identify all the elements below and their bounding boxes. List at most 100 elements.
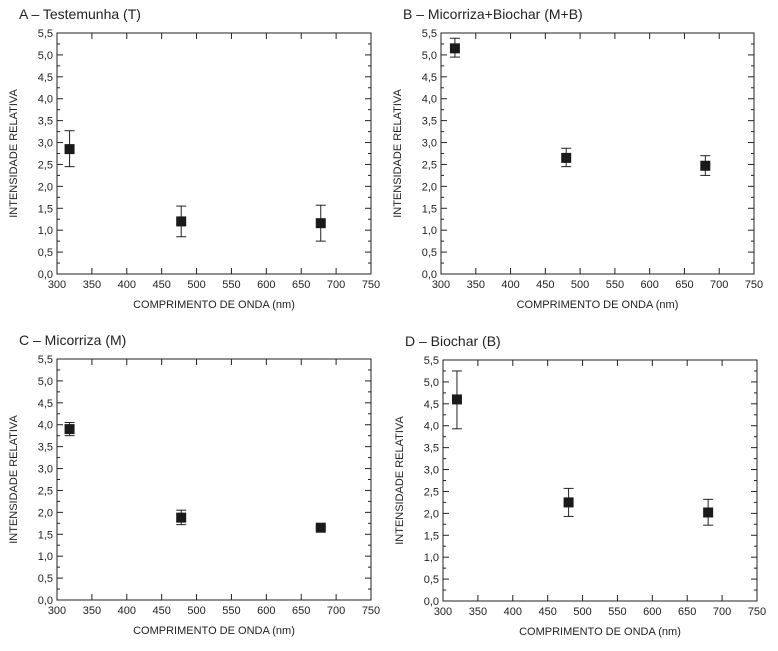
x-axis-label: COMPRIMENTO DE ONDA (nm) xyxy=(519,626,681,638)
data-point xyxy=(176,216,187,227)
y-tick-label: 5,0 xyxy=(38,50,53,62)
x-tick-label: 350 xyxy=(467,279,485,291)
y-tick-label: 2,5 xyxy=(424,486,439,498)
y-tick-label: 5,0 xyxy=(422,50,437,62)
x-axis-label: COMPRIMENTO DE ONDA (nm) xyxy=(133,299,295,311)
y-tick-label: 1,5 xyxy=(38,529,53,541)
x-tick-label: 550 xyxy=(608,606,626,618)
y-tick-label: 5,5 xyxy=(38,28,53,40)
x-tick-label: 750 xyxy=(748,606,766,618)
x-tick-label: 400 xyxy=(118,605,136,617)
data-point xyxy=(64,144,75,155)
y-tick-label: 5,0 xyxy=(38,376,53,388)
chart-title: A – Testemunha (T) xyxy=(19,6,141,22)
y-tick-label: 3,5 xyxy=(38,442,53,454)
y-tick-label: 2,5 xyxy=(38,159,53,171)
x-tick-label: 400 xyxy=(118,279,136,291)
data-point xyxy=(451,394,462,405)
y-tick-label: 4,5 xyxy=(38,72,53,84)
y-tick-label: 0,5 xyxy=(38,573,53,585)
y-tick-label: 4,5 xyxy=(38,398,53,410)
x-tick-label: 550 xyxy=(222,279,240,291)
data-point xyxy=(703,507,714,518)
y-tick-label: 0,0 xyxy=(424,596,439,608)
x-axis-label: COMPRIMENTO DE ONDA (nm) xyxy=(517,299,679,311)
y-axis-label: INTENSIDADE RELATIVA xyxy=(392,89,404,218)
x-tick-label: 600 xyxy=(640,279,658,291)
x-tick-label: 500 xyxy=(571,279,589,291)
y-tick-label: 4,5 xyxy=(422,72,437,84)
y-tick-label: 5,5 xyxy=(38,354,53,366)
x-tick-label: 300 xyxy=(434,606,452,618)
y-tick-label: 0,5 xyxy=(38,247,53,259)
y-tick-label: 0,0 xyxy=(422,269,437,281)
x-tick-label: 450 xyxy=(152,279,170,291)
y-tick-label: 0,0 xyxy=(38,269,53,281)
x-tick-label: 550 xyxy=(606,279,624,291)
y-tick-label: 3,0 xyxy=(422,138,437,150)
y-axis-label: INTENSIDADE RELATIVA xyxy=(394,416,406,545)
plot-frame xyxy=(442,359,758,602)
plot-frame xyxy=(56,32,372,275)
x-tick-label: 500 xyxy=(187,279,205,291)
chart-panel-c: C – Micorriza (M) 300 350 400 450 500 550 600 65… xyxy=(8,332,380,637)
y-tick-label: 5,5 xyxy=(424,355,439,367)
chart-title: D – Biochar (B) xyxy=(405,333,501,349)
x-tick-label: 500 xyxy=(187,605,205,617)
x-tick-label: 600 xyxy=(257,279,275,291)
y-tick-label: 1,5 xyxy=(38,203,53,215)
y-tick-label: 3,0 xyxy=(38,138,53,150)
x-tick-label: 700 xyxy=(327,279,345,291)
y-tick-label: 0,5 xyxy=(424,574,439,586)
x-tick-label: 550 xyxy=(222,605,240,617)
y-axis-label: INTENSIDADE RELATIVA xyxy=(8,415,20,544)
x-tick-label: 700 xyxy=(710,279,728,291)
data-point xyxy=(64,424,75,435)
y-tick-label: 1,0 xyxy=(424,552,439,564)
x-tick-label: 650 xyxy=(292,605,310,617)
data-point xyxy=(176,512,187,523)
y-tick-label: 1,5 xyxy=(424,530,439,542)
y-tick-label: 3,0 xyxy=(38,464,53,476)
x-tick-label: 650 xyxy=(675,279,693,291)
y-tick-label: 3,5 xyxy=(422,116,437,128)
x-tick-label: 450 xyxy=(152,605,170,617)
data-point xyxy=(700,160,711,171)
y-tick-label: 3,5 xyxy=(424,443,439,455)
y-tick-label: 0,5 xyxy=(422,247,437,259)
y-tick-label: 1,0 xyxy=(38,551,53,563)
y-tick-label: 2,0 xyxy=(38,507,53,519)
x-tick-label: 400 xyxy=(504,606,522,618)
y-tick-label: 0,0 xyxy=(38,595,53,607)
y-tick-label: 4,0 xyxy=(38,94,53,106)
chart-title: C – Micorriza (M) xyxy=(19,332,126,348)
x-tick-label: 700 xyxy=(713,606,731,618)
x-tick-label: 450 xyxy=(538,606,556,618)
x-tick-label: 350 xyxy=(83,605,101,617)
x-axis-label: COMPRIMENTO DE ONDA (nm) xyxy=(133,625,295,637)
x-tick-label: 650 xyxy=(678,606,696,618)
y-tick-label: 4,5 xyxy=(424,399,439,411)
y-tick-label: 1,0 xyxy=(422,225,437,237)
data-point xyxy=(449,43,460,54)
y-tick-label: 1,5 xyxy=(422,203,437,215)
y-tick-label: 2,5 xyxy=(422,159,437,171)
x-tick-label: 700 xyxy=(327,605,345,617)
chart-panel-a: A – Testemunha (T) 300 350 400 450 500 550 600 6… xyxy=(8,6,380,311)
y-tick-label: 4,0 xyxy=(424,421,439,433)
x-tick-label: 750 xyxy=(362,605,380,617)
data-point xyxy=(563,497,574,508)
plot-frame xyxy=(56,358,372,601)
chart-panel-b: B – Micorriza+Biochar (M+B) 300 350 400 450 5… xyxy=(392,6,763,311)
chart-title: B – Micorriza+Biochar (M+B) xyxy=(403,6,583,22)
y-tick-label: 3,0 xyxy=(424,465,439,477)
x-tick-label: 300 xyxy=(48,605,66,617)
x-tick-label: 750 xyxy=(745,279,763,291)
x-tick-label: 650 xyxy=(292,279,310,291)
data-point xyxy=(561,152,572,163)
plot-frame xyxy=(440,32,755,275)
data-point xyxy=(315,218,326,229)
y-tick-label: 2,5 xyxy=(38,485,53,497)
x-tick-label: 300 xyxy=(48,279,66,291)
